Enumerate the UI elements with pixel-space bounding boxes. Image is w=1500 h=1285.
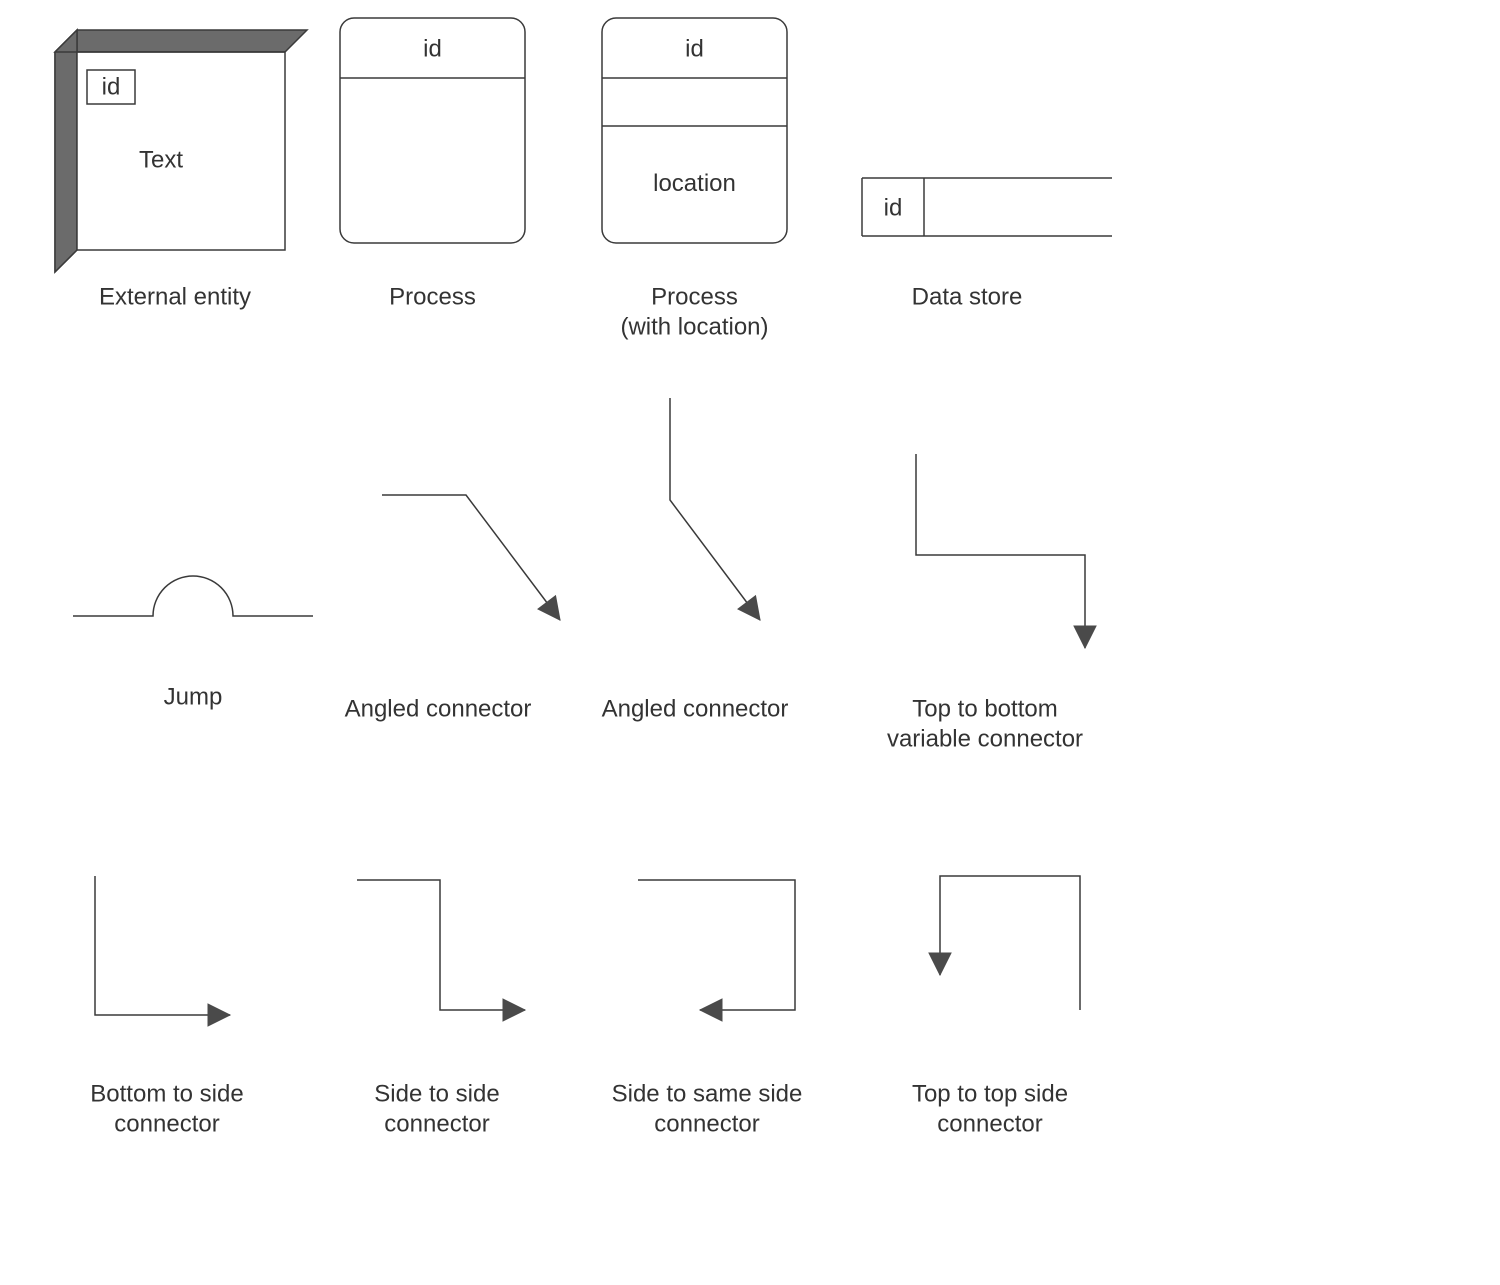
entity-id-label: id (102, 73, 121, 100)
side_to_same_side-line (638, 880, 795, 1010)
side_to_same_side-caption-line-0: Side to same side (612, 1080, 803, 1107)
arrowhead-icon (929, 953, 951, 975)
jump-caption-line-0: Jump (164, 683, 223, 710)
data_store-caption-line-0: Data store (912, 283, 1023, 310)
diagram-canvas: id Text External entity id Process id location… (0, 0, 1500, 1285)
arrowhead-icon (738, 596, 760, 620)
entity-side-face (55, 30, 77, 272)
bottom_to_side-line (95, 876, 230, 1015)
top_to_bottom-caption-line-1: variable connector (887, 725, 1083, 752)
bottom_to_side-caption-line-1: connector (114, 1110, 219, 1137)
angled_1-caption-line-0: Angled connector (345, 695, 532, 722)
external_entity-caption-line-0: External entity (99, 283, 251, 310)
angled_2-caption-line-0: Angled connector (602, 695, 789, 722)
side_to_side-caption-line-1: connector (384, 1110, 489, 1137)
arrowhead-icon (503, 999, 525, 1021)
top_to_bottom-caption-line-0: Top to bottom (912, 695, 1057, 722)
process-caption-line-0: Process (389, 283, 476, 310)
process-id-label: id (423, 35, 442, 62)
shape-angled_2 (670, 398, 760, 620)
shape-jump (73, 576, 313, 616)
shape-top_to_top_side (940, 876, 1080, 1010)
shape-angled_1 (382, 495, 560, 620)
process_location-caption-line-1: (with location) (620, 313, 768, 340)
arrowhead-icon (1074, 626, 1096, 648)
jump-line (73, 576, 313, 616)
arrowhead-icon (208, 1004, 230, 1026)
top_to_top_side-caption-line-1: connector (937, 1110, 1042, 1137)
top_to_top_side-caption-line-0: Top to top side (912, 1080, 1068, 1107)
angled_2-line (670, 398, 760, 620)
arrowhead-icon (700, 999, 722, 1021)
process_location-caption-line-0: Process (651, 283, 738, 310)
entity-top-face (55, 30, 307, 52)
shape-bottom_to_side (95, 876, 230, 1015)
top_to_bottom-line (916, 454, 1085, 648)
bottom_to_side-caption-line-0: Bottom to side (90, 1080, 243, 1107)
shape-top_to_bottom (916, 454, 1085, 648)
side_to_side-line (357, 880, 525, 1010)
shape-side_to_same_side (638, 880, 795, 1010)
angled_1-line (382, 495, 560, 620)
side_to_same_side-caption-line-1: connector (654, 1110, 759, 1137)
process-loc-id-label: id (685, 35, 704, 62)
shape-side_to_side (357, 880, 525, 1010)
top_to_top_side-line (940, 876, 1080, 1010)
datastore-id-label: id (884, 194, 903, 221)
side_to_side-caption-line-0: Side to side (374, 1080, 499, 1107)
arrowhead-icon (538, 596, 560, 620)
entity-body-label: Text (139, 146, 183, 173)
process-loc-location-label: location (653, 170, 736, 197)
